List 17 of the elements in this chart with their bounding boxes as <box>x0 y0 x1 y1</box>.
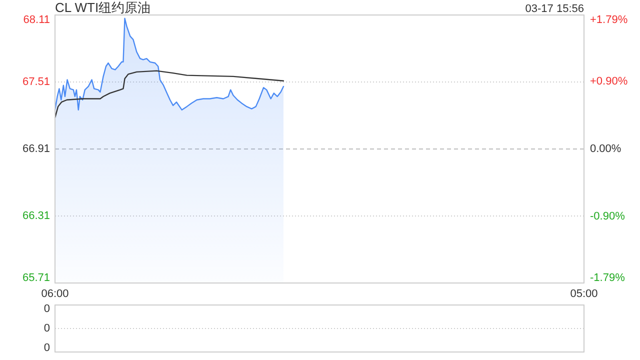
y2-tick-label: +0.90% <box>590 76 628 88</box>
y2-tick-label: -1.79% <box>590 272 626 284</box>
chart-title: CL WTI纽约原油 <box>55 0 151 15</box>
y-tick-label: 68.11 <box>23 14 50 26</box>
y2-tick-label: 0.00% <box>590 143 622 155</box>
y-tick-label: 66.91 <box>22 143 50 155</box>
y-tick-label: 65.71 <box>22 272 50 284</box>
x-tick-label: 06:00 <box>41 288 69 300</box>
y2-tick-label: +1.79% <box>590 14 628 26</box>
text: 0 <box>44 322 50 334</box>
y2-tick-label: -0.90% <box>590 210 626 222</box>
y-tick-label: 67.51 <box>22 76 50 88</box>
text: 03-17 15:56 <box>525 3 584 15</box>
text: 0 <box>44 342 50 354</box>
text: 0 <box>44 303 50 315</box>
x-tick-label: 05:00 <box>570 288 598 300</box>
y-tick-label: 66.31 <box>22 210 50 222</box>
